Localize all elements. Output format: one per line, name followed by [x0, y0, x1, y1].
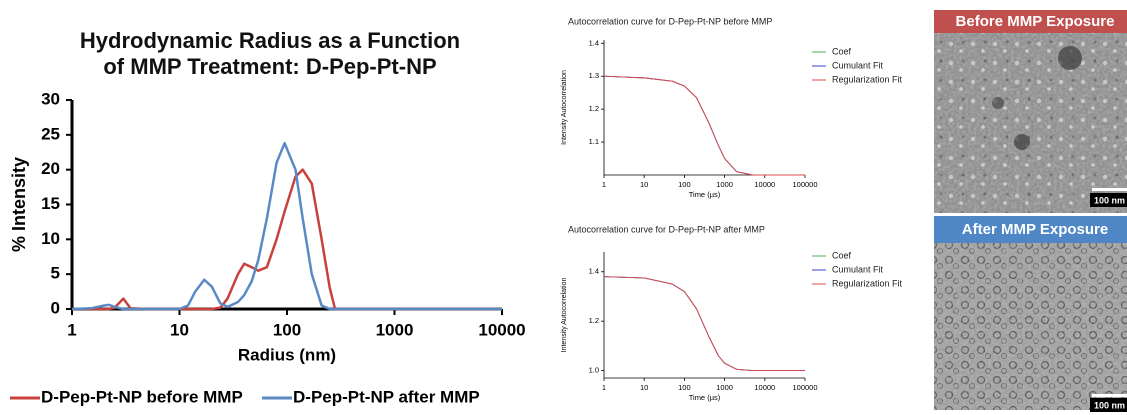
x-tick-label: 10000	[754, 383, 775, 392]
series-line	[603, 276, 805, 372]
y-tick-label: 0	[51, 298, 60, 317]
y-tick-label: 1.4	[589, 38, 599, 47]
y-tick-label: 15	[41, 194, 60, 213]
series-line	[71, 141, 502, 311]
x-tick-label: 1	[67, 320, 76, 339]
y-tick-label: 5	[51, 264, 60, 283]
y-tick-label: 1.1	[589, 137, 599, 146]
series-line	[603, 276, 805, 372]
x-tick-label: 100000	[792, 383, 817, 392]
aggregate	[992, 97, 1004, 109]
micrograph-grain	[934, 33, 1127, 213]
aggregate	[1014, 134, 1030, 150]
scale-bar-label: 100 nm	[1094, 400, 1125, 410]
series-line	[603, 75, 805, 176]
chart-title: Autocorrelation curve for D-Pep-Pt-NP af…	[568, 224, 765, 234]
scale-bar-line	[1092, 394, 1127, 397]
chart-title: Autocorrelation curve for D-Pep-Pt-NP be…	[568, 16, 772, 26]
x-tick-label: 100000	[792, 180, 817, 189]
y-tick-label: 30	[41, 89, 60, 108]
x-tick-label: 10000	[478, 320, 525, 339]
aggregate	[1058, 46, 1082, 70]
x-tick-label: 1000	[716, 383, 733, 392]
scale-bar	[1090, 398, 1127, 412]
y-tick-label: 20	[41, 159, 60, 178]
legend-label: Coef	[832, 250, 852, 260]
y-tick-label: 1.2	[589, 104, 599, 113]
x-tick-label: 10	[170, 320, 189, 339]
x-tick-label: 100	[273, 320, 301, 339]
y-tick-label: 10	[41, 229, 60, 248]
legend-label: Coef	[832, 46, 852, 56]
series-line	[603, 276, 805, 372]
x-tick-label: 100	[678, 383, 691, 392]
x-tick-label: 1000	[376, 320, 414, 339]
series-line	[72, 168, 502, 311]
series-line	[603, 75, 805, 176]
micrograph-after: After MMP Exposure 100 nm	[934, 216, 1127, 412]
y-tick-label: 1.4	[589, 267, 599, 276]
micrograph-header	[934, 10, 1127, 33]
chart-title: Hydrodynamic Radius as a Function of MMP…	[79, 28, 461, 79]
scale-bar	[1090, 193, 1127, 207]
x-tick-label: 1	[602, 383, 606, 392]
series-line	[603, 75, 805, 176]
y-axis-label: % Intensity	[9, 157, 29, 252]
x-tick-label: 10	[640, 180, 648, 189]
legend-label: Cumulant Fit	[832, 60, 884, 70]
x-tick-label: 10000	[754, 180, 775, 189]
legend-label: D-Pep-Pt-NP after MMP	[293, 387, 480, 406]
micrograph-label: Before MMP Exposure	[956, 13, 1115, 30]
legend-label: D-Pep-Pt-NP before MMP	[41, 387, 243, 406]
micrograph-before: Before MMP Exposure 100 nm	[934, 10, 1127, 213]
y-axis-label: Intensity Autocorrelation	[561, 278, 568, 353]
x-tick-label: 1	[602, 180, 606, 189]
scale-bar-label: 100 nm	[1094, 195, 1125, 205]
y-tick-label: 25	[41, 124, 60, 143]
legend-label: Cumulant Fit	[832, 264, 884, 274]
y-tick-label: 1.0	[589, 366, 599, 375]
x-axis-label: Radius (nm)	[238, 345, 336, 364]
scale-bar-line	[1092, 188, 1127, 191]
legend-label: Regularization Fit	[832, 74, 903, 84]
y-tick-label: 1.2	[589, 316, 599, 325]
micrograph-header	[934, 216, 1127, 243]
x-axis-label: Time (µs)	[689, 393, 721, 402]
micrograph-label: After MMP Exposure	[962, 221, 1108, 238]
y-tick-label: 1.3	[589, 71, 599, 80]
y-axis-label: Intensity Autocorrelation	[561, 70, 568, 145]
x-tick-label: 10	[640, 383, 648, 392]
x-tick-label: 100	[678, 180, 691, 189]
x-axis-label: Time (µs)	[689, 190, 721, 199]
legend-label: Regularization Fit	[832, 278, 903, 288]
x-tick-label: 1000	[716, 180, 733, 189]
micrograph-grain	[934, 243, 1127, 410]
